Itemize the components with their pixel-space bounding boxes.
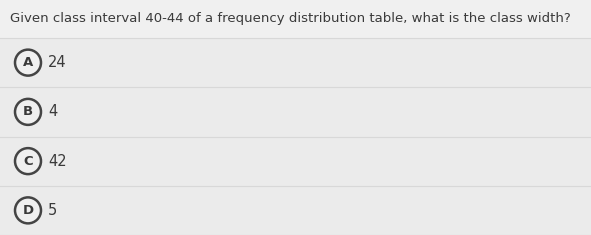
Text: D: D <box>22 204 34 217</box>
Text: C: C <box>23 155 33 168</box>
Bar <box>0 186 591 235</box>
Ellipse shape <box>15 148 41 174</box>
Text: 24: 24 <box>48 55 67 70</box>
Ellipse shape <box>15 99 41 125</box>
Bar <box>0 38 591 87</box>
Text: 42: 42 <box>48 154 67 169</box>
Bar <box>0 87 591 137</box>
Ellipse shape <box>15 197 41 223</box>
Ellipse shape <box>15 50 41 76</box>
Text: 4: 4 <box>48 104 57 119</box>
Text: Given class interval 40-44 of a frequency distribution table, what is the class : Given class interval 40-44 of a frequenc… <box>10 12 571 25</box>
Bar <box>0 137 591 186</box>
Text: 5: 5 <box>48 203 57 218</box>
Text: A: A <box>23 56 33 69</box>
Text: B: B <box>23 105 33 118</box>
